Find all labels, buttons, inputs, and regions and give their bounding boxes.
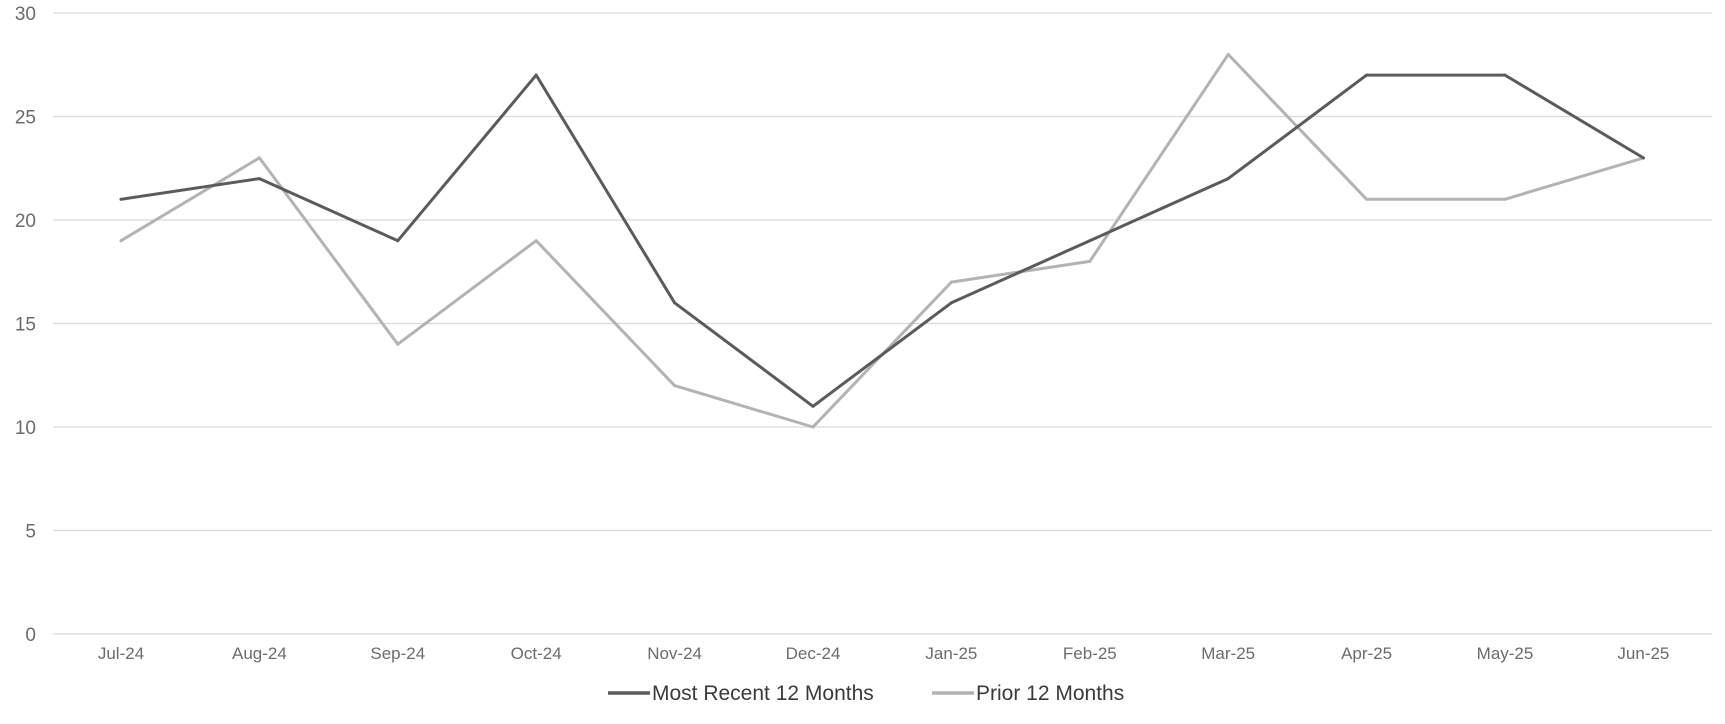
x-tick-label: May-25 bbox=[1477, 644, 1534, 663]
x-tick-label: Apr-25 bbox=[1341, 644, 1392, 663]
series-line-prior bbox=[119, 52, 1645, 429]
x-tick-label: Nov-24 bbox=[647, 644, 702, 663]
x-tick-label: Aug-24 bbox=[232, 644, 287, 663]
data-point bbox=[673, 301, 677, 305]
data-point bbox=[119, 197, 123, 201]
data-point bbox=[1365, 73, 1369, 77]
y-tick-label: 20 bbox=[15, 211, 36, 232]
data-point bbox=[534, 239, 538, 243]
legend-label: Prior 12 Months bbox=[976, 682, 1124, 705]
x-tick-label: Jun-25 bbox=[1617, 644, 1669, 663]
data-point bbox=[1088, 259, 1092, 263]
x-tick-label: Jan-25 bbox=[925, 644, 977, 663]
grid-layer bbox=[53, 12, 1712, 635]
y-tick-label: 5 bbox=[25, 522, 36, 543]
data-point bbox=[396, 342, 400, 346]
y-axis-ticks: 0 5 10 15 20 25 30 bbox=[15, 4, 36, 646]
y-tick-label: 0 bbox=[25, 625, 36, 646]
series-layer bbox=[119, 52, 1645, 429]
legend: Most Recent 12 Months Prior 12 Months bbox=[608, 682, 1124, 705]
y-tick-label: 30 bbox=[15, 4, 36, 25]
x-axis-ticks: Jul-24 Aug-24 Sep-24 Oct-24 Nov-24 Dec-24 Jan-… bbox=[98, 644, 1670, 663]
legend-item: Most Recent 12 Months bbox=[608, 682, 874, 705]
data-point bbox=[949, 301, 953, 305]
data-point bbox=[1641, 156, 1645, 160]
x-tick-label: Oct-24 bbox=[511, 644, 562, 663]
data-point bbox=[673, 384, 677, 388]
x-tick-label: Mar-25 bbox=[1201, 644, 1255, 663]
y-tick-label: 25 bbox=[15, 108, 36, 129]
data-point bbox=[1226, 177, 1230, 181]
legend-label: Most Recent 12 Months bbox=[652, 682, 874, 705]
data-point bbox=[1226, 52, 1230, 56]
data-point bbox=[1365, 197, 1369, 201]
series-line-most-recent bbox=[119, 73, 1645, 408]
data-point bbox=[1088, 239, 1092, 243]
data-point bbox=[1503, 197, 1507, 201]
data-point bbox=[396, 239, 400, 243]
x-tick-label: Sep-24 bbox=[370, 644, 425, 663]
x-tick-label: Jul-24 bbox=[98, 644, 144, 663]
data-point bbox=[811, 425, 815, 429]
data-point bbox=[811, 404, 815, 408]
y-tick-label: 15 bbox=[15, 315, 36, 336]
data-point bbox=[534, 73, 538, 77]
data-point bbox=[257, 177, 261, 181]
x-tick-label: Feb-25 bbox=[1063, 644, 1117, 663]
y-tick-label: 10 bbox=[15, 418, 36, 439]
data-point bbox=[949, 280, 953, 284]
data-point bbox=[119, 239, 123, 243]
data-point bbox=[257, 156, 261, 160]
x-tick-label: Dec-24 bbox=[786, 644, 841, 663]
data-point bbox=[1503, 73, 1507, 77]
legend-item: Prior 12 Months bbox=[932, 682, 1124, 705]
